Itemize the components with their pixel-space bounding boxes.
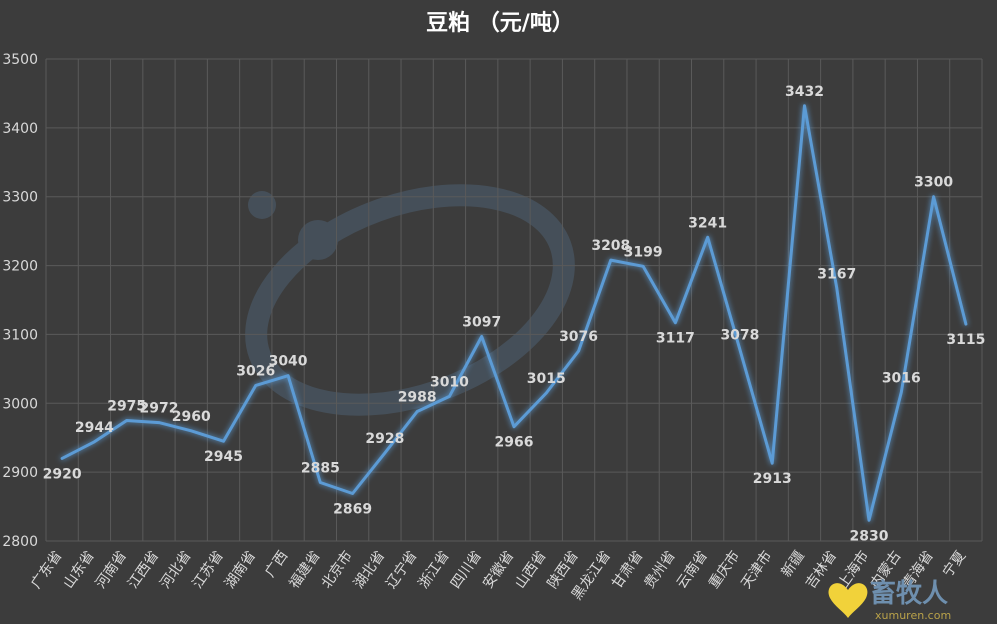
x-tick-label: 湖南省 bbox=[222, 548, 259, 592]
y-tick-label: 3300 bbox=[2, 190, 38, 206]
x-tick-label: 云南省 bbox=[674, 548, 711, 592]
data-label: 3016 bbox=[882, 370, 921, 386]
watermark-url: xumuren.com bbox=[875, 609, 951, 622]
grid bbox=[45, 58, 983, 542]
x-tick-label: 重庆市 bbox=[705, 548, 743, 592]
data-label: 2944 bbox=[75, 420, 114, 436]
x-tick-label: 广西 bbox=[262, 548, 291, 580]
x-tick-label: 四川省 bbox=[448, 548, 485, 592]
data-label: 2885 bbox=[301, 460, 340, 476]
x-tick-label: 山西省 bbox=[512, 548, 549, 592]
x-tick-label: 广东省 bbox=[28, 548, 65, 592]
x-tick-label: 天津市 bbox=[737, 548, 775, 592]
data-label: 2920 bbox=[43, 466, 82, 482]
y-tick-label: 2900 bbox=[2, 465, 38, 481]
data-label: 3015 bbox=[527, 371, 566, 387]
x-tick-label: 山东省 bbox=[60, 548, 97, 592]
data-label: 3167 bbox=[817, 266, 856, 282]
y-axis: 2800 2900 3000 3100 3200 3300 3400 3500 bbox=[2, 52, 38, 550]
x-tick-label: 江西省 bbox=[125, 548, 162, 592]
x-tick-label: 江苏省 bbox=[190, 548, 227, 592]
y-tick-label: 3000 bbox=[2, 396, 38, 412]
y-tick-label: 3100 bbox=[2, 327, 38, 343]
watermark-text: 畜牧人 bbox=[870, 578, 948, 609]
data-label: 3076 bbox=[559, 329, 598, 345]
series bbox=[60, 104, 968, 522]
data-label: 2975 bbox=[107, 399, 146, 415]
data-label: 3010 bbox=[430, 374, 469, 390]
heart-icon bbox=[828, 583, 868, 618]
data-label: 3115 bbox=[946, 332, 985, 348]
data-label: 2972 bbox=[139, 401, 178, 417]
data-label: 2869 bbox=[333, 501, 372, 517]
data-label: 2988 bbox=[398, 390, 437, 406]
x-tick-label: 河南省 bbox=[93, 548, 130, 592]
y-tick-label: 3400 bbox=[2, 121, 38, 137]
data-label: 3432 bbox=[785, 84, 824, 100]
background-logo bbox=[245, 184, 575, 416]
x-tick-label: 福建省 bbox=[286, 548, 323, 592]
data-label: 3241 bbox=[688, 215, 727, 231]
data-label: 2928 bbox=[365, 431, 404, 447]
data-label: 2966 bbox=[495, 435, 534, 451]
series-line bbox=[60, 104, 968, 522]
x-tick-label: 贵州省 bbox=[641, 548, 678, 592]
data-label: 3117 bbox=[656, 331, 695, 347]
data-label: 3026 bbox=[236, 363, 275, 379]
data-label: 3097 bbox=[462, 314, 501, 330]
data-label: 3208 bbox=[591, 238, 630, 254]
y-tick-label: 3500 bbox=[2, 52, 38, 68]
watermark-logo: 畜牧人 xumuren.com bbox=[828, 578, 951, 622]
x-tick-label: 宁夏 bbox=[939, 548, 969, 581]
chart-title: 豆粕 （元/吨） bbox=[426, 10, 574, 36]
x-tick-label: 北京市 bbox=[318, 548, 356, 592]
x-tick-label: 浙江省 bbox=[416, 548, 453, 592]
x-tick-label: 新疆 bbox=[779, 548, 808, 580]
x-tick-label: 甘肃省 bbox=[609, 548, 646, 592]
data-label: 2913 bbox=[753, 471, 792, 487]
data-label: 2830 bbox=[850, 528, 889, 544]
y-tick-label: 3200 bbox=[2, 259, 38, 275]
x-tick-label: 河北省 bbox=[157, 548, 194, 592]
data-label: 3199 bbox=[624, 244, 663, 260]
data-label: 2960 bbox=[172, 409, 211, 425]
y-tick-label: 2800 bbox=[2, 534, 38, 550]
data-label: 3078 bbox=[720, 328, 759, 344]
data-label: 3040 bbox=[269, 354, 308, 370]
x-tick-label: 安徽省 bbox=[480, 548, 517, 592]
x-tick-label: 湖北省 bbox=[351, 548, 388, 592]
x-tick-label: 辽宁省 bbox=[382, 548, 420, 592]
data-label: 2945 bbox=[204, 449, 243, 465]
data-label: 3300 bbox=[914, 175, 953, 191]
